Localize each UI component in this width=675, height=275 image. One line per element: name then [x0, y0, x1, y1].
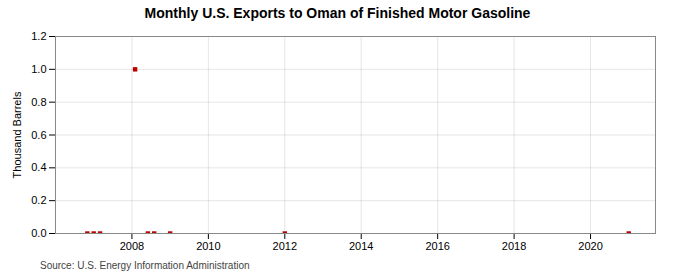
- svg-text:2010: 2010: [196, 240, 220, 252]
- svg-text:0.8: 0.8: [31, 96, 46, 108]
- svg-text:2012: 2012: [273, 240, 297, 252]
- svg-text:2020: 2020: [578, 240, 602, 252]
- svg-text:1.2: 1.2: [31, 30, 46, 42]
- svg-text:Thousand Barrels: Thousand Barrels: [11, 91, 23, 178]
- svg-text:2016: 2016: [425, 240, 449, 252]
- svg-text:2018: 2018: [502, 240, 526, 252]
- svg-text:0.6: 0.6: [31, 129, 46, 141]
- svg-text:2014: 2014: [349, 240, 373, 252]
- svg-text:0.0: 0.0: [31, 227, 46, 239]
- svg-text:1.0: 1.0: [31, 63, 46, 75]
- svg-text:0.2: 0.2: [31, 194, 46, 206]
- svg-text:0.4: 0.4: [31, 161, 46, 173]
- html-text:Monthly U.S. Exports to Oman o: Monthly U.S. Exports to Oman of Finished…: [144, 5, 531, 21]
- html-text:Source: U.S. Energy Informatio: Source: U.S. Energy Information Administ…: [40, 260, 250, 271]
- svg-text:2008: 2008: [120, 240, 144, 252]
